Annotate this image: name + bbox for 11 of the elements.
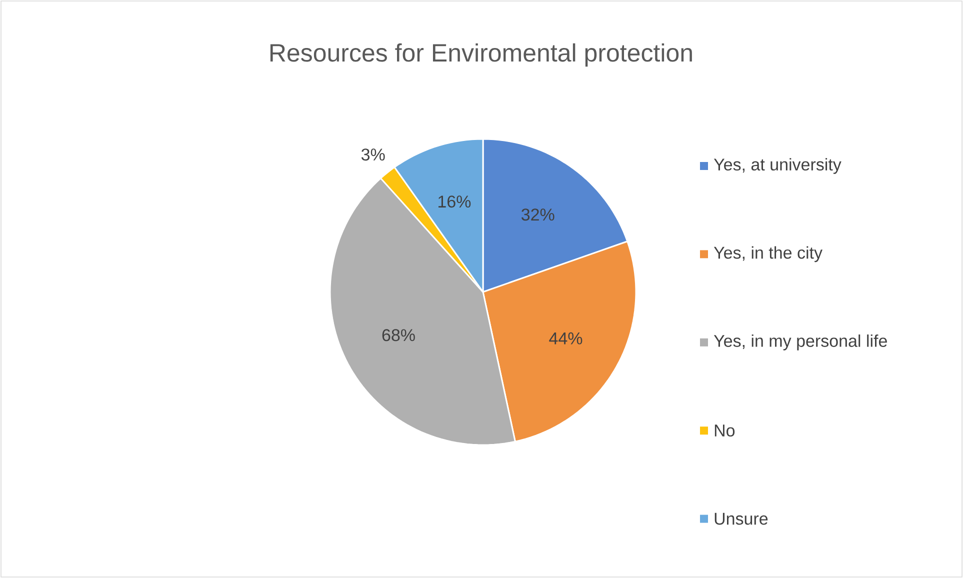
legend-label: Yes, in the city	[714, 246, 822, 262]
chart-title: Resources for Enviromental protection	[270, 43, 692, 67]
data-label: 3%	[361, 148, 385, 161]
legend-label: Yes, at university	[714, 158, 842, 174]
data-label: 32%	[522, 208, 554, 221]
data-label: 16%	[438, 196, 471, 208]
legend-label: Yes, in my personal life	[714, 334, 887, 350]
legend-label: Unsure	[714, 512, 768, 525]
legend-label: No	[714, 424, 735, 437]
data-label: 44%	[549, 332, 582, 344]
data-label: 68%	[382, 329, 415, 342]
